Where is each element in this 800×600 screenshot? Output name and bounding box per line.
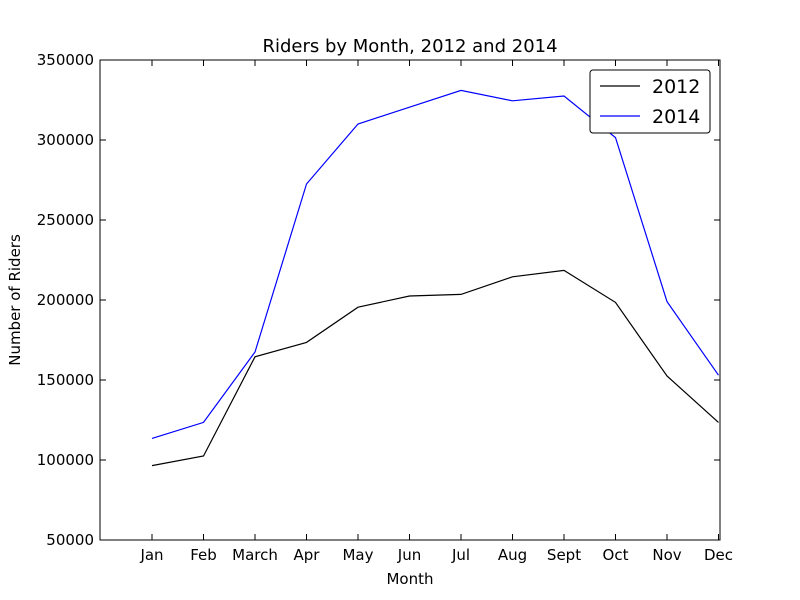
y-tick-label: 150000 [37, 371, 94, 389]
x-tick-label: Jan [139, 546, 163, 564]
x-tick-label: Sept [547, 546, 581, 564]
x-tick-label: Nov [652, 546, 681, 564]
legend-label-2014: 2014 [652, 106, 700, 128]
x-tick-label: March [232, 546, 278, 564]
y-tick-label: 250000 [37, 211, 94, 229]
series-line-2014 [151, 89, 719, 439]
plot-frame [99, 59, 721, 541]
legend: 2012 2014 [589, 69, 711, 134]
x-tick-label: Jun [397, 546, 421, 564]
x-tick-label: Oct [603, 546, 629, 564]
y-axis-title: Number of Riders [6, 234, 24, 366]
x-tick-label: Apr [294, 546, 321, 564]
series-line-2012 [151, 269, 719, 467]
y-tick-label: 350000 [37, 51, 94, 69]
y-tick-label: 200000 [37, 291, 94, 309]
y-tick-label: 100000 [37, 451, 94, 469]
series-layer [151, 89, 719, 467]
x-tick-label: Dec [704, 546, 733, 564]
x-tick-label: Aug [498, 546, 527, 564]
legend-label-2012: 2012 [652, 76, 700, 98]
x-tick-label: Feb [190, 546, 217, 564]
y-tick-label: 300000 [37, 131, 94, 149]
tick-layer: Jan Feb March Apr May Jun Jul Aug Sept Oct Nov Dec 5… [37, 51, 733, 564]
chart-title: Riders by Month, 2012 and 2014 [262, 36, 557, 57]
x-tick-label: Jul [451, 546, 470, 564]
y-tick-label: 50000 [46, 531, 94, 549]
x-tick-label: May [342, 546, 373, 564]
x-axis-title: Month [386, 570, 433, 588]
